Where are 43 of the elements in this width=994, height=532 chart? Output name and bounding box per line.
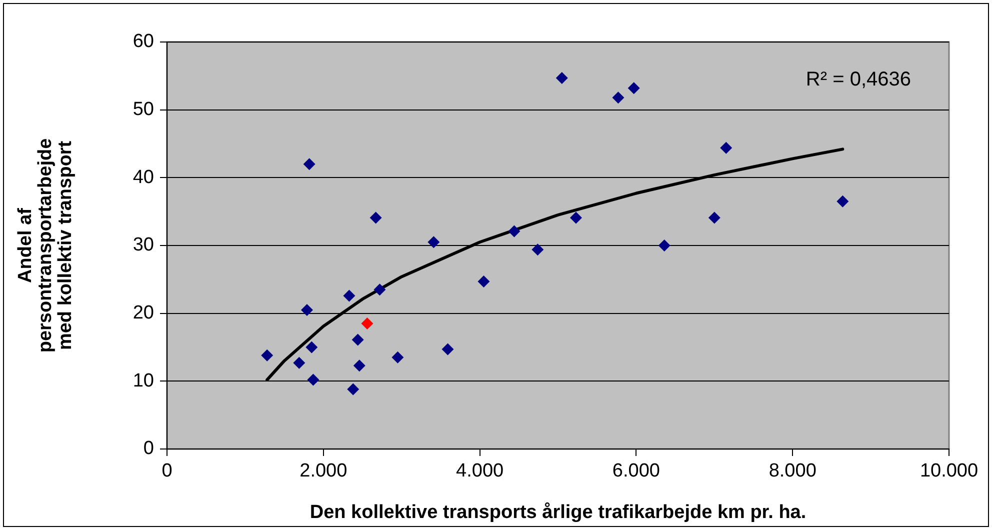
point (708, 212, 720, 224)
point (343, 290, 356, 302)
point (293, 356, 306, 369)
point (300, 304, 313, 316)
x-tick-label: 10.000 (920, 460, 978, 482)
point (392, 351, 404, 364)
point (570, 212, 582, 224)
point (508, 225, 520, 238)
x-tick-label: 8.000 (768, 460, 816, 482)
point (352, 334, 364, 346)
point (361, 318, 374, 330)
annotation: R² = 0,4636 (806, 68, 911, 91)
y-tick-label: 60 (132, 31, 154, 52)
x-tick-label: 0 (162, 460, 172, 482)
x-axis-title: Den kollektive transports årlige trafikarbejde km pr. ha. (310, 502, 806, 523)
point (347, 383, 360, 396)
y-tick-label: 10 (132, 370, 154, 392)
point (370, 212, 382, 224)
point (628, 82, 640, 94)
point (353, 360, 366, 372)
point (532, 244, 544, 256)
x-tick-label: 4.000 (456, 460, 504, 482)
y-tick-label: 30 (132, 234, 154, 256)
point (307, 374, 320, 386)
y-axis-title: Andel af persontransportarbejde med kollektiv transport (15, 138, 76, 353)
point (428, 236, 440, 248)
x-tick-label: 6.000 (612, 460, 660, 482)
point (836, 195, 849, 208)
point (303, 158, 316, 170)
y-tick-label: 0 (143, 438, 154, 460)
point (478, 275, 490, 288)
y-tick-label: 40 (132, 166, 154, 188)
point (306, 341, 318, 354)
point (556, 72, 568, 84)
point (658, 240, 670, 252)
point (612, 92, 624, 104)
point (374, 284, 386, 296)
point (261, 349, 274, 362)
point (720, 142, 732, 154)
y-tick-label: 20 (132, 302, 154, 324)
point (442, 343, 454, 356)
y-tick-label: 50 (132, 99, 154, 120)
x-tick-label: 2.000 (300, 460, 348, 482)
